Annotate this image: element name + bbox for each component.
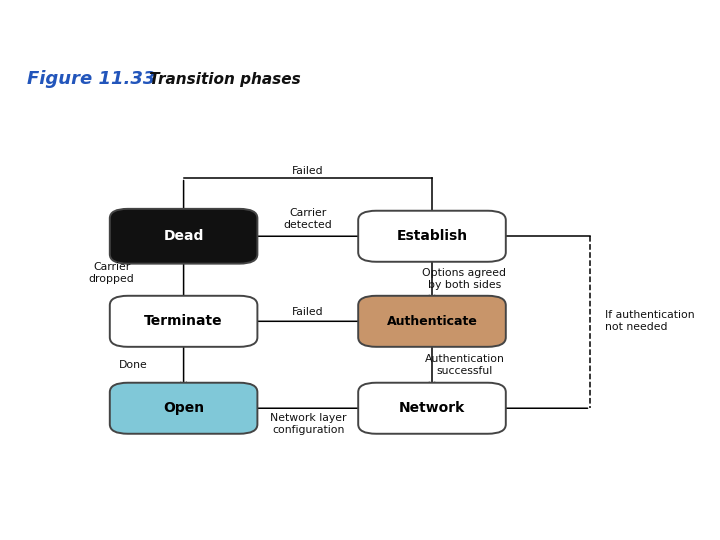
Text: Dead: Dead <box>163 230 204 243</box>
Text: If authentication
not needed: If authentication not needed <box>605 310 694 332</box>
Text: Http://netwk.hannam.ac.kr: Http://netwk.hannam.ac.kr <box>18 510 186 523</box>
Text: Network layer
configuration: Network layer configuration <box>270 413 346 435</box>
Text: Authentication
successful: Authentication successful <box>425 354 504 376</box>
Text: Options agreed
by both sides: Options agreed by both sides <box>423 268 506 290</box>
Text: Done: Done <box>119 360 148 370</box>
Text: Establish: Establish <box>397 230 467 243</box>
Text: Carrier
dropped: Carrier dropped <box>89 262 135 284</box>
Text: Transition phases: Transition phases <box>144 72 301 87</box>
Text: Carrier
detected: Carrier detected <box>284 208 333 230</box>
FancyBboxPatch shape <box>358 211 505 262</box>
Text: HANNAM UNIVERSITY   92: HANNAM UNIVERSITY 92 <box>540 510 702 523</box>
FancyBboxPatch shape <box>358 296 505 347</box>
FancyBboxPatch shape <box>358 383 505 434</box>
Text: Figure 11.33: Figure 11.33 <box>27 70 156 89</box>
Text: Failed: Failed <box>292 166 324 176</box>
Text: Network: Network <box>399 401 465 415</box>
Text: Authenticate: Authenticate <box>387 315 477 328</box>
Text: Terminate: Terminate <box>144 314 223 328</box>
FancyBboxPatch shape <box>109 383 258 434</box>
FancyBboxPatch shape <box>109 296 258 347</box>
Text: Failed: Failed <box>292 307 324 317</box>
Text: Open: Open <box>163 401 204 415</box>
FancyBboxPatch shape <box>109 209 258 264</box>
